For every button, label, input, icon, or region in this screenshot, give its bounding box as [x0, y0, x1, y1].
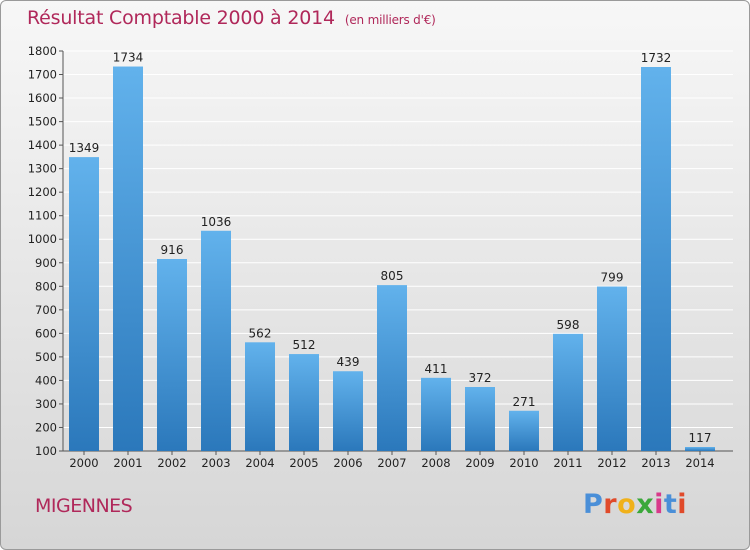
x-tick-label: 2002 — [157, 456, 186, 470]
bar-2010 — [509, 410, 539, 451]
y-tick-label: 1300 — [28, 162, 57, 176]
brand-letter: r — [603, 489, 618, 520]
y-tick-label: 400 — [35, 373, 57, 387]
commune-name: MIGENNES — [35, 495, 133, 517]
bar-2000 — [69, 157, 99, 451]
chart-unit-label: (en milliers d'€) — [344, 13, 436, 27]
data-label: 1734 — [113, 51, 144, 65]
x-tick-label: 2004 — [245, 456, 274, 470]
bar-2002 — [157, 259, 187, 451]
data-label: 512 — [293, 338, 316, 352]
bar-2012 — [597, 286, 627, 451]
y-tick-label: 1000 — [28, 232, 57, 246]
data-label: 1349 — [69, 141, 100, 155]
data-label: 562 — [249, 326, 272, 340]
data-label: 1036 — [201, 215, 232, 229]
bar-2004 — [245, 342, 275, 451]
data-labels: 1349 1734 916 1036 562 512 439 805 411 372 271 598 7… — [69, 51, 712, 445]
data-label: 372 — [469, 371, 492, 385]
y-tick-label: 1600 — [28, 91, 57, 105]
y-tick-label: 1100 — [28, 209, 57, 223]
y-tick-label: 1800 — [28, 44, 57, 58]
bar-2013 — [641, 67, 671, 451]
brand-letter: x — [636, 489, 655, 520]
proxiti-logo[interactable]: Proxiti — [583, 489, 687, 520]
x-tick-label: 2003 — [201, 456, 230, 470]
x-tick-label: 2014 — [685, 456, 714, 470]
x-tick-label: 2010 — [509, 456, 538, 470]
x-tick-label: 2012 — [597, 456, 626, 470]
y-tick-label: 300 — [35, 397, 57, 411]
brand-letter: P — [583, 489, 604, 520]
bar-2014 — [685, 447, 715, 451]
x-tick-label: 2013 — [641, 456, 670, 470]
data-label: 916 — [161, 243, 184, 257]
x-tick-label: 2007 — [377, 456, 406, 470]
y-tick-label: 200 — [35, 420, 57, 434]
y-tick-label: 1200 — [28, 185, 57, 199]
bars — [69, 66, 715, 451]
data-label: 1732 — [641, 51, 672, 65]
data-label: 805 — [381, 269, 404, 283]
x-tick-label: 2001 — [113, 456, 142, 470]
chart-title: Résultat Comptable 2000 à 2014 (en millie… — [27, 7, 436, 29]
data-label: 117 — [689, 431, 712, 445]
brand-letter: o — [617, 489, 637, 520]
y-tick-label: 500 — [35, 350, 57, 364]
y-tick-label: 600 — [35, 326, 57, 340]
y-tick-label: 1500 — [28, 115, 57, 129]
y-tick-label: 100 — [35, 444, 57, 458]
bar-2008 — [421, 377, 451, 451]
data-label: 271 — [513, 395, 536, 409]
brand-letter: i — [654, 489, 664, 520]
bar-2005 — [289, 354, 319, 451]
x-tick-label: 2005 — [289, 456, 318, 470]
data-label: 598 — [557, 318, 580, 332]
bar-2007 — [377, 285, 407, 451]
chart-title-text: Résultat Comptable 2000 à 2014 — [27, 7, 335, 29]
data-label: 411 — [425, 362, 448, 376]
bar-2001 — [113, 66, 143, 451]
x-tick-label: 2000 — [69, 456, 98, 470]
x-tick-label: 2006 — [333, 456, 362, 470]
brand-letter: t — [663, 489, 678, 520]
bar-2006 — [333, 371, 363, 451]
brand-letter: i — [677, 489, 688, 520]
y-tick-label: 1400 — [28, 138, 57, 152]
bar-2011 — [553, 333, 583, 451]
y-tick-label: 800 — [35, 279, 57, 293]
x-tick-label: 2011 — [553, 456, 582, 470]
y-tick-label: 1700 — [28, 68, 57, 82]
x-tick-label: 2008 — [421, 456, 450, 470]
x-tick-label: 2009 — [465, 456, 494, 470]
data-label: 799 — [601, 271, 624, 285]
data-label: 439 — [337, 355, 360, 369]
y-tick-label: 900 — [35, 256, 57, 270]
bar-2003 — [201, 230, 231, 451]
tick-labels: 100 200 300 400 500 600 700 800 900 1000 1100 1200 1… — [28, 44, 715, 470]
y-tick-label: 700 — [35, 303, 57, 317]
bar-2009 — [465, 387, 495, 451]
